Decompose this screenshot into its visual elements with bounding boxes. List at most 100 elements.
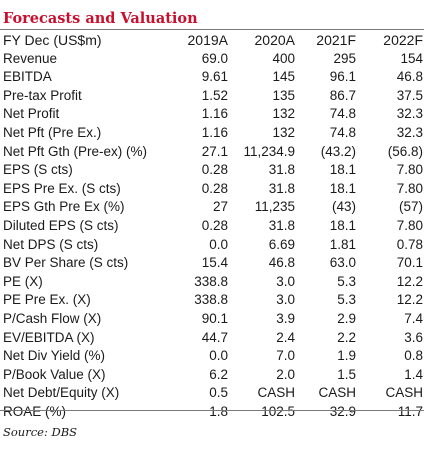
row-value: 1.9 <box>337 348 356 364</box>
row-value: 90.1 <box>201 310 228 326</box>
row-value: 7.4 <box>404 310 423 326</box>
row-value: 6.69 <box>268 236 295 252</box>
row-value: 11,234.9 <box>243 143 295 159</box>
header-year: 2022F <box>383 32 423 48</box>
row-label: EPS Gth Pre Ex (%) <box>3 199 125 215</box>
row-value: 15.4 <box>201 255 228 271</box>
row-value: 32.9 <box>329 403 356 419</box>
table-row: Net Div Yield (%) 0.0 7.0 1.9 0.8 <box>3 347 423 366</box>
row-value: 2.4 <box>276 329 295 345</box>
row-label: Net DPS (S cts) <box>3 236 99 252</box>
row-label: EPS (S cts) <box>3 162 73 178</box>
row-value: 27.1 <box>201 143 228 159</box>
table-row: PE Pre Ex. (X) 338.8 3.0 5.3 12.2 <box>3 291 423 310</box>
row-value: 1.16 <box>201 106 228 122</box>
table-row: P/Book Value (X) 6.2 2.0 1.5 1.4 <box>3 366 423 385</box>
row-value: 3.0 <box>276 292 295 308</box>
row-value: 145 <box>272 69 295 85</box>
row-label: Revenue <box>3 50 58 66</box>
row-value: 96.1 <box>329 69 356 85</box>
table-row: Net Pft (Pre Ex.) 1.16 132 74.8 32.3 <box>3 124 423 143</box>
bottom-divider <box>0 410 424 411</box>
row-label: Pre-tax Profit <box>3 87 82 103</box>
row-value: (57) <box>398 199 423 215</box>
row-label: Net Pft (Pre Ex.) <box>3 124 102 140</box>
row-value: (43.2) <box>320 143 356 159</box>
row-value: 0.28 <box>201 180 228 196</box>
row-value: 11,235 <box>254 199 295 215</box>
table-row: PE (X) 338.8 3.0 5.3 12.2 <box>3 273 423 292</box>
row-value: 102.5 <box>261 403 295 419</box>
row-value: 2.9 <box>337 310 356 326</box>
row-value: 31.8 <box>268 162 295 178</box>
row-value: 32.3 <box>396 124 423 140</box>
row-value: 295 <box>333 50 356 66</box>
row-label: EV/EBITDA (X) <box>3 329 95 345</box>
row-value: 3.0 <box>276 273 295 289</box>
row-value: 32.3 <box>396 106 423 122</box>
row-value: 1.5 <box>337 366 356 382</box>
row-value: 86.7 <box>329 87 356 103</box>
table-row: Diluted EPS (S cts) 0.28 31.8 18.1 7.80 <box>3 217 423 236</box>
row-value: 154 <box>400 50 423 66</box>
row-value: 2.2 <box>337 329 356 345</box>
row-label: Diluted EPS (S cts) <box>3 217 119 233</box>
row-value: (56.8) <box>387 143 423 159</box>
row-value: 69.0 <box>201 50 228 66</box>
row-label: EPS Pre Ex. (S cts) <box>3 180 121 196</box>
row-value: 0.28 <box>201 217 228 233</box>
forecasts-table: FY Dec (US$m) 2019A 2020A 2021F 2022F Re… <box>3 31 423 421</box>
row-value: CASH <box>257 385 295 401</box>
row-value: 9.61 <box>201 69 228 85</box>
row-label: BV Per Share (S cts) <box>3 255 129 271</box>
row-label: Net Pft Gth (Pre-ex) (%) <box>3 143 148 159</box>
row-value: 12.2 <box>396 292 423 308</box>
table-row: Net Debt/Equity (X) 0.5 CASH CASH CASH <box>3 384 423 403</box>
table-row: Net Profit 1.16 132 74.8 32.3 <box>3 105 423 124</box>
row-value: 0.0 <box>209 236 228 252</box>
table-row: ROAE (%) 1.8 102.5 32.9 11.7 <box>3 403 423 422</box>
row-value: 1.81 <box>329 236 356 252</box>
row-label: ROAE (%) <box>3 403 67 419</box>
row-value: 2.0 <box>276 366 295 382</box>
row-value: 5.3 <box>337 273 356 289</box>
table-row: P/Cash Flow (X) 90.1 3.9 2.9 7.4 <box>3 310 423 329</box>
row-value: 1.8 <box>209 403 228 419</box>
row-value: 63.0 <box>329 255 356 271</box>
row-value: 31.8 <box>268 180 295 196</box>
table-row: Pre-tax Profit 1.52 135 86.7 37.5 <box>3 87 423 106</box>
row-value: 18.1 <box>329 180 356 196</box>
table-row: EPS Gth Pre Ex (%) 27 11,235 (43) (57) <box>3 198 423 217</box>
table-row: Net DPS (S cts) 0.0 6.69 1.81 0.78 <box>3 236 423 255</box>
table-title: Forecasts and Valuation <box>3 10 198 27</box>
row-value: 0.28 <box>201 162 228 178</box>
row-value: 400 <box>272 50 295 66</box>
table-row: EV/EBITDA (X) 44.7 2.4 2.2 3.6 <box>3 329 423 348</box>
table-body: Revenue 69.0 400 295 154 EBITDA 9.61 145 96.1 46.… <box>3 50 423 422</box>
row-value: 1.4 <box>404 366 423 382</box>
table-row: BV Per Share (S cts) 15.4 46.8 63.0 70.1 <box>3 254 423 273</box>
header-year: 2021F <box>316 32 356 48</box>
row-value: 7.80 <box>396 217 423 233</box>
row-value: 70.1 <box>396 255 423 271</box>
row-value: 132 <box>272 124 295 140</box>
table-row: EPS (S cts) 0.28 31.8 18.1 7.80 <box>3 161 423 180</box>
row-value: 0.8 <box>404 348 423 364</box>
row-value: CASH <box>318 385 356 401</box>
header-year: 2019A <box>187 32 228 48</box>
table-row: Revenue 69.0 400 295 154 <box>3 50 423 69</box>
row-value: 0.0 <box>209 348 228 364</box>
row-value: 44.7 <box>201 329 228 345</box>
table-row: Net Pft Gth (Pre-ex) (%) 27.1 11,234.9 (43.… <box>3 143 423 162</box>
row-value: 74.8 <box>329 124 356 140</box>
row-value: 132 <box>272 106 295 122</box>
row-label: PE (X) <box>3 273 43 289</box>
row-label: Net Profit <box>3 106 60 122</box>
row-value: 1.16 <box>201 124 228 140</box>
row-value: 7.80 <box>396 180 423 196</box>
table-row: EBITDA 9.61 145 96.1 46.8 <box>3 68 423 87</box>
header-label: FY Dec (US$m) <box>3 32 102 48</box>
row-value: 0.78 <box>396 236 423 252</box>
row-label: P/Book Value (X) <box>3 366 106 382</box>
row-value: 3.9 <box>276 310 295 326</box>
